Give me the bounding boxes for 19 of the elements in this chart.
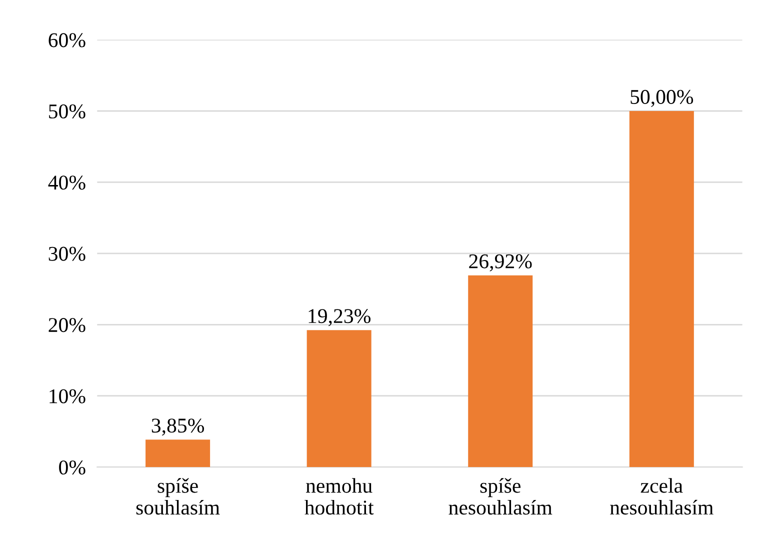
data-label: 19,23% — [308, 309, 370, 326]
bar — [468, 275, 533, 468]
x-tick-label: spíše nesouhlasím — [448, 478, 552, 515]
y-tick-label: 20% — [48, 318, 86, 332]
bar — [146, 440, 210, 468]
bar — [306, 330, 372, 468]
y-tick-label: 40% — [48, 176, 86, 190]
data-label: 3,85% — [152, 418, 204, 436]
data-label: 26,92% — [469, 254, 532, 272]
x-tick-label: spíše souhlasím — [136, 478, 220, 515]
bar — [629, 111, 694, 468]
y-tick-label: 50% — [49, 104, 86, 118]
y-tick-label: 60% — [48, 33, 86, 48]
y-tick-label: 30% — [48, 246, 86, 261]
data-label: 50,00% — [630, 90, 694, 107]
x-tick-label: nemohu hodnotit — [304, 478, 374, 515]
x-tick-label: zcela nesouhlasím — [610, 478, 714, 515]
y-tick-label: 10% — [50, 389, 86, 404]
y-tick-label: 0% — [59, 460, 86, 475]
